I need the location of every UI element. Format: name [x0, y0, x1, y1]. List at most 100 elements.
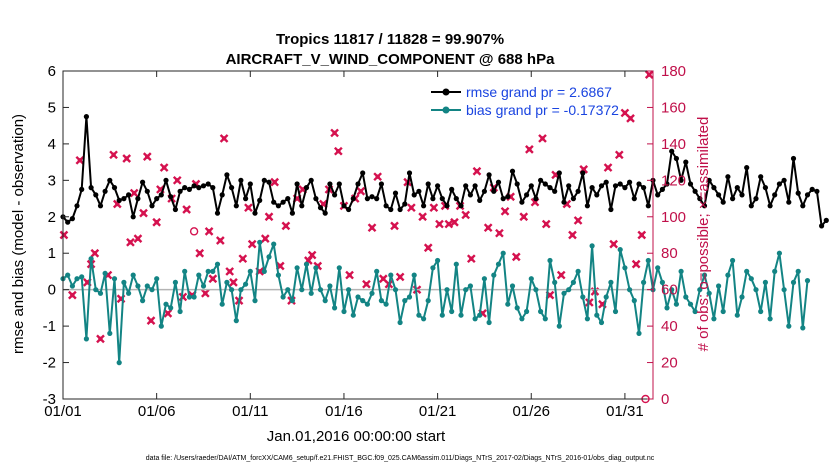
bias-data-point	[430, 265, 436, 271]
bias-data-point	[313, 265, 319, 271]
bias-data-point	[491, 272, 497, 278]
y-tick-label-right: 160	[661, 99, 686, 116]
rmse-data-point	[645, 203, 651, 209]
obs-assimilated-marker	[373, 172, 383, 182]
bias-data-point	[149, 287, 155, 293]
rmse-data-point	[776, 181, 783, 187]
obs-assimilated-marker	[225, 267, 235, 276]
y-tick-label-left: 4	[48, 136, 56, 153]
bias-data-point	[79, 274, 85, 280]
bias-data-point	[65, 272, 71, 278]
rmse-data-point	[140, 179, 146, 185]
obs-assimilated-marker	[172, 175, 182, 185]
obs-assimilated-marker	[68, 290, 77, 300]
rmse-data-point	[214, 210, 221, 216]
obs-x-center	[77, 158, 83, 163]
bias-data-point	[421, 316, 427, 322]
obs-x-center	[547, 292, 553, 298]
rmse-data-point	[514, 181, 520, 187]
y-tick-label-left: -1	[43, 318, 56, 335]
rmse-data-point	[491, 188, 497, 194]
obs-x-center	[437, 221, 442, 227]
rmse-data-point	[453, 196, 459, 202]
rmse-data-point	[664, 181, 670, 187]
obs-assimilated-marker	[356, 186, 366, 196]
bias-data-point	[776, 250, 783, 256]
bias-data-point	[439, 312, 445, 318]
rmse-data-point	[631, 196, 637, 202]
rmse-data-point	[313, 196, 319, 202]
obs-x-center	[485, 225, 491, 230]
obs-x-center	[92, 251, 98, 256]
obs-assimilated-marker	[644, 70, 654, 79]
obs-x-center	[431, 205, 437, 210]
rmse-data-point	[800, 203, 806, 209]
obs-x-center	[514, 254, 519, 260]
rmse-data-point	[524, 192, 530, 198]
bias-data-point	[275, 272, 281, 278]
rmse-data-point	[767, 203, 773, 209]
obs-assimilated-marker	[450, 217, 459, 227]
rmse-data-point	[509, 168, 516, 174]
rmse-data-point	[308, 177, 314, 183]
bias-data-point	[168, 305, 174, 311]
rmse-data-point	[463, 183, 469, 189]
bias-data-point	[130, 272, 136, 278]
bias-data-point	[88, 256, 94, 262]
rmse-data-point	[163, 177, 169, 183]
rmse-data-point	[786, 199, 792, 205]
obs-assimilated-marker	[407, 203, 416, 213]
rmse-data-point	[210, 185, 216, 191]
bias-data-point	[327, 283, 333, 289]
bias-data-point	[252, 298, 258, 304]
bias-data-point	[102, 270, 108, 276]
obs-assimilated-marker	[466, 254, 476, 264]
rmse-data-point	[790, 155, 797, 162]
obs-assimilated-marker	[260, 234, 270, 243]
y-tick-label-right: 180	[661, 63, 686, 80]
obs-assimilated-marker	[367, 223, 377, 233]
bias-data-point	[580, 294, 586, 300]
bias-data-point	[467, 283, 473, 289]
rmse-data-point	[392, 190, 399, 196]
obs-x-center	[420, 214, 425, 219]
y-tick-label-left: 6	[48, 63, 56, 80]
bias-data-point	[524, 308, 530, 315]
obs-assimilated-marker	[247, 239, 257, 249]
obs-x-center	[283, 223, 289, 229]
rmse-data-point	[795, 190, 801, 196]
x-tick-label: 01/16	[325, 403, 363, 420]
rmse-data-point	[758, 174, 764, 180]
bias-data-point	[374, 268, 380, 274]
rmse-data-point	[182, 185, 188, 191]
plot-area	[63, 71, 653, 399]
obs-assimilated-marker	[142, 152, 152, 161]
rmse-data-point	[154, 196, 160, 202]
rmse-data-point	[280, 199, 286, 205]
bias-data-point	[463, 287, 469, 293]
rmse-data-point	[93, 192, 99, 198]
bias-data-point	[701, 272, 708, 278]
obs-x-center	[469, 256, 474, 261]
rmse-data-point	[346, 206, 352, 213]
rmse-data-point	[233, 203, 239, 209]
bias-data-point	[472, 316, 478, 322]
obs-x-center	[633, 261, 639, 267]
bias-data-point	[83, 336, 89, 342]
y-tick-label-left: 2	[48, 209, 56, 226]
bias-data-point	[186, 294, 192, 300]
obs-assimilated-marker	[201, 288, 210, 298]
bias-data-point	[299, 287, 305, 293]
obs-x-center	[98, 336, 103, 342]
bias-data-point	[641, 279, 647, 285]
y-tick-label-left: 5	[48, 99, 56, 116]
obs-x-center	[218, 238, 223, 243]
rmse-data-point	[556, 170, 562, 176]
obs-assimilated-marker	[139, 208, 148, 218]
obs-assimilated-marker	[362, 279, 371, 289]
bias-data-point	[762, 279, 769, 285]
obs-assimilated-marker	[215, 236, 225, 245]
rmse-data-point	[612, 183, 619, 189]
bias-data-point	[210, 268, 216, 274]
bias-data-point	[697, 287, 703, 293]
